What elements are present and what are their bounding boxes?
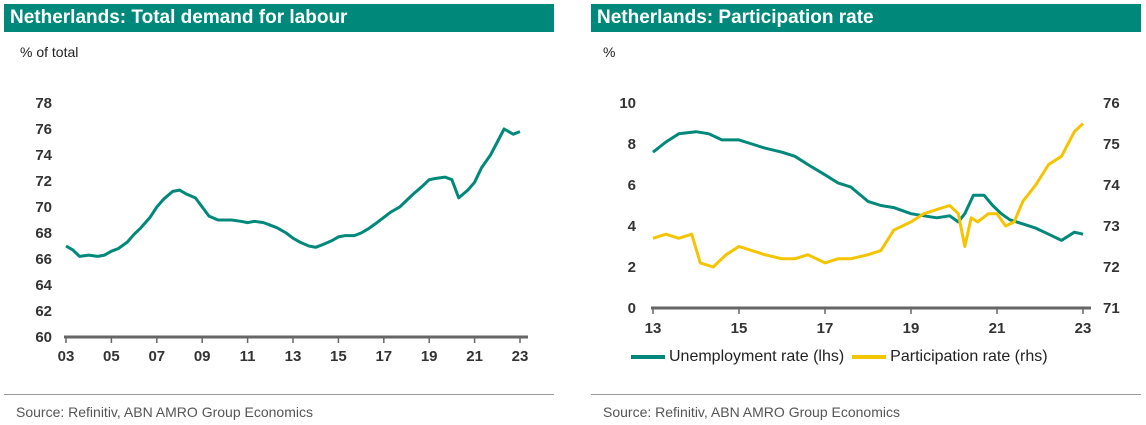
y-axis-unit-label: % of total (20, 44, 79, 60)
x-tick-label: 19 (903, 320, 920, 337)
series-line-participation (652, 122, 1085, 269)
y-tick-label-left: 6 (628, 177, 636, 194)
y-tick-label-left: 4 (628, 218, 637, 235)
y-tick-label: 60 (35, 329, 52, 346)
x-tick-label: 13 (285, 348, 302, 365)
y-tick-label-right: 73 (1103, 218, 1120, 235)
y-tick-label-right: 75 (1103, 136, 1120, 153)
y-tick-label: 68 (35, 225, 52, 242)
chart-panel-labour-demand: Netherlands: Total demand for labour % o… (4, 0, 554, 425)
y-tick-label-right: 76 (1103, 95, 1120, 112)
chart-panel-participation-rate: Netherlands: Participation rate % 0 2 4 6 8 1… (591, 0, 1141, 425)
series-line-labour-demand (65, 127, 521, 258)
x-tick-label: 17 (375, 348, 392, 365)
y-tick-label-left: 2 (628, 259, 636, 276)
y-tick-label: 70 (35, 199, 52, 216)
legend-swatch-teal (631, 355, 665, 359)
x-tick-label: 23 (512, 348, 529, 365)
x-tick-label: 07 (148, 348, 165, 365)
participation-rate-chart: 0 2 4 6 8 10 71 72 73 74 75 76 13 15 17 19 21 23 (619, 95, 1120, 337)
y-tick-label-left: 0 (628, 300, 636, 317)
x-tick-label: 13 (645, 320, 662, 337)
divider (591, 394, 1141, 395)
y-tick-label-right: 71 (1103, 300, 1120, 317)
source-note: Source: Refinitiv, ABN AMRO Group Econom… (16, 404, 313, 420)
y-tick-label: 74 (35, 147, 52, 164)
y-tick-label: 78 (35, 95, 52, 112)
legend-swatch-gold (852, 355, 887, 359)
chart-title: Netherlands: Participation rate (591, 4, 1141, 32)
x-tick-label: 05 (103, 348, 120, 365)
divider (4, 394, 554, 395)
chart-legend: Unemployment rate (lhs) Participation ra… (631, 348, 1056, 366)
x-tick-label: 03 (58, 348, 75, 365)
x-tick-label: 15 (330, 348, 347, 365)
x-tick-label: 09 (194, 348, 211, 365)
labour-demand-chart: 60 62 64 66 68 70 72 74 76 78 03 05 07 09 11 13 15 17 19 21… (35, 95, 529, 365)
y-tick-label: 66 (35, 251, 52, 268)
y-tick-label-left: 10 (619, 95, 636, 112)
y-tick-label-right: 72 (1103, 259, 1120, 276)
x-tick-label: 21 (989, 320, 1006, 337)
x-tick-label: 19 (421, 348, 438, 365)
x-tick-label: 23 (1075, 320, 1092, 337)
y-tick-label: 76 (35, 121, 52, 138)
legend-item-unemployment: Unemployment rate (lhs) (631, 348, 844, 366)
source-note: Source: Refinitiv, ABN AMRO Group Econom… (603, 404, 900, 420)
chart-title: Netherlands: Total demand for labour (4, 4, 554, 32)
x-tick-label: 21 (466, 348, 483, 365)
x-tick-label: 17 (817, 320, 834, 337)
y-tick-label: 72 (35, 173, 52, 190)
legend-label: Unemployment rate (lhs) (669, 348, 845, 365)
y-tick-label: 62 (35, 303, 52, 320)
y-tick-label-right: 74 (1103, 177, 1120, 194)
series-line-unemployment (652, 130, 1084, 242)
legend-item-participation: Participation rate (rhs) (852, 348, 1048, 366)
x-tick-label: 15 (731, 320, 748, 337)
y-axis-unit-label: % (603, 44, 616, 60)
y-tick-label-left: 8 (628, 136, 636, 153)
legend-label: Participation rate (rhs) (890, 348, 1048, 365)
x-tick-label: 11 (240, 348, 256, 365)
y-tick-label: 64 (35, 277, 52, 294)
